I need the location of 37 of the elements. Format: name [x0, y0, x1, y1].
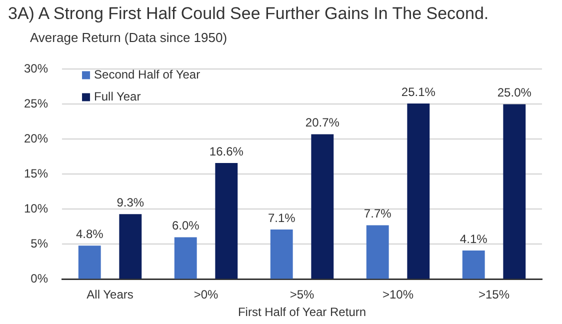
y-tick-label: 0%	[30, 272, 48, 286]
text: 25.0%	[497, 86, 532, 100]
bar	[270, 230, 293, 279]
bar	[366, 225, 389, 279]
text: 20.7%	[305, 116, 340, 130]
text: 4.8%	[76, 226, 104, 241]
bar	[119, 214, 142, 279]
y-tick-label: 30%	[24, 62, 48, 76]
x-tick-label: >15%	[478, 288, 510, 302]
bar	[407, 104, 430, 279]
text: 4.1%	[460, 232, 488, 246]
bar	[503, 104, 526, 279]
bar	[174, 237, 197, 279]
x-axis-title: First Half of Year Return	[238, 305, 366, 320]
text: 16.6%	[209, 144, 244, 158]
text: 6.0%	[172, 218, 200, 233]
chart-title: 3A) A Strong First Half Could See Further Gains In The Second.	[8, 4, 489, 24]
text: 9.3%	[116, 195, 144, 210]
text: 7.1%	[268, 210, 296, 225]
x-tick-label: >5%	[290, 288, 315, 302]
text: 7.7%	[364, 206, 392, 221]
x-tick-label: All Years	[86, 288, 134, 302]
chart-subtitle: Average Return (Data since 1950)	[30, 30, 228, 45]
x-tick-label: >0%	[194, 288, 219, 302]
y-tick-label: 5%	[30, 236, 48, 251]
bar	[462, 250, 485, 279]
bar	[215, 163, 238, 279]
y-tick-label: 15%	[24, 166, 48, 181]
bar	[311, 134, 334, 279]
y-tick-label: 10%	[24, 202, 48, 216]
y-tick-label: 20%	[24, 132, 48, 146]
text: 25.1%	[401, 84, 436, 99]
bar	[78, 246, 101, 279]
x-tick-label: >10%	[382, 288, 414, 302]
y-tick-label: 25%	[24, 96, 48, 111]
legend-label: Second Half of Year	[94, 68, 200, 82]
legend-label: Full Year	[94, 90, 141, 104]
